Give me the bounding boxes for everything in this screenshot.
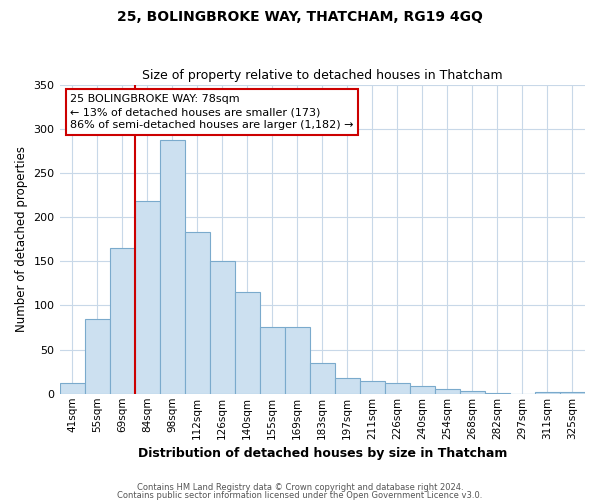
Bar	[435, 390, 460, 394]
Bar	[134, 201, 160, 394]
Text: 25 BOLINGBROKE WAY: 78sqm
← 13% of detached houses are smaller (173)
86% of semi: 25 BOLINGBROKE WAY: 78sqm ← 13% of detac…	[70, 94, 353, 130]
Bar	[260, 326, 285, 394]
X-axis label: Distribution of detached houses by size in Thatcham: Distribution of detached houses by size …	[137, 447, 507, 460]
Text: 25, BOLINGBROKE WAY, THATCHAM, RG19 4GQ: 25, BOLINGBROKE WAY, THATCHAM, RG19 4GQ	[117, 10, 483, 24]
Bar	[59, 383, 85, 394]
Bar	[535, 392, 560, 394]
Bar	[285, 326, 310, 394]
Bar	[460, 391, 485, 394]
Bar	[85, 318, 110, 394]
Text: Contains HM Land Registry data © Crown copyright and database right 2024.: Contains HM Land Registry data © Crown c…	[137, 484, 463, 492]
Bar	[235, 292, 260, 394]
Title: Size of property relative to detached houses in Thatcham: Size of property relative to detached ho…	[142, 69, 503, 82]
Bar	[310, 363, 335, 394]
Bar	[560, 392, 585, 394]
Bar	[160, 140, 185, 394]
Bar	[335, 378, 360, 394]
Bar	[385, 383, 410, 394]
Bar	[360, 382, 385, 394]
Bar	[209, 261, 235, 394]
Bar	[185, 232, 209, 394]
Bar	[485, 393, 510, 394]
Y-axis label: Number of detached properties: Number of detached properties	[15, 146, 28, 332]
Bar	[410, 386, 435, 394]
Text: Contains public sector information licensed under the Open Government Licence v3: Contains public sector information licen…	[118, 490, 482, 500]
Bar	[110, 248, 134, 394]
